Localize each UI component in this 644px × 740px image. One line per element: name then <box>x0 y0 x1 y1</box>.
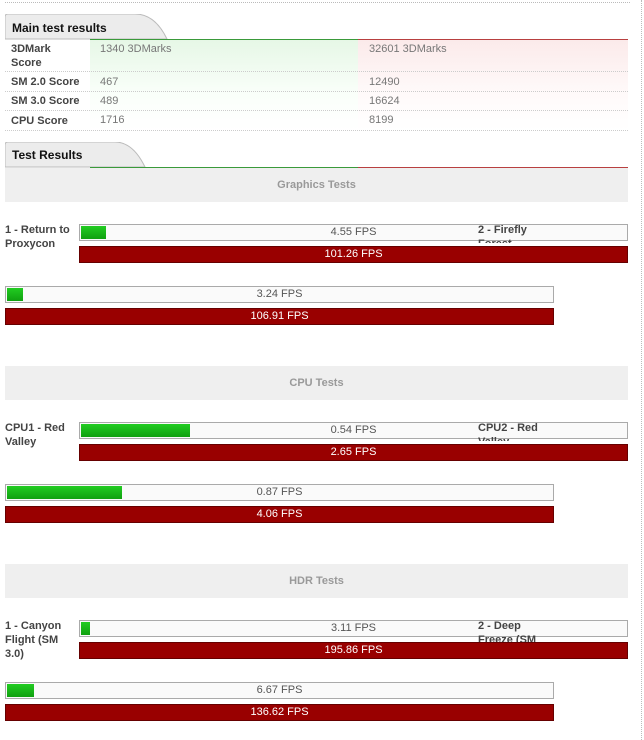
score-bar-b: 4.06 FPS <box>5 506 554 523</box>
row-value-b: 8199 <box>369 114 394 126</box>
bar-value: 6.67 FPS <box>256 684 303 696</box>
tab-shape <box>5 14 628 40</box>
test-label: 1 - Canyon Flight (SM 3.0) <box>5 620 62 660</box>
table-row: SM 2.0 Score 467 12490 <box>5 72 628 92</box>
tab-shape <box>5 142 628 168</box>
right-divider <box>641 0 642 740</box>
test-results-header: Test Results <box>5 142 628 168</box>
table-row: SM 3.0 Score 489 16624 <box>5 92 628 111</box>
row-value-a: 1340 3DMarks <box>100 43 172 55</box>
score-bar-a: 3.11 FPS <box>79 620 628 637</box>
bar-value: 0.54 FPS <box>330 424 377 436</box>
bar-value: 4.55 FPS <box>330 226 377 238</box>
score-bar-b: 136.62 FPS <box>5 704 554 721</box>
bar-fill <box>81 622 90 635</box>
row-label: CPU Score <box>11 115 68 127</box>
bar-fill <box>81 424 191 437</box>
score-bar-a: 0.54 FPS <box>79 422 628 439</box>
bar-fill <box>7 486 122 499</box>
row-value-b: 16624 <box>369 95 400 107</box>
top-divider <box>5 2 630 3</box>
section-graphics-tests: Graphics Tests <box>5 168 628 202</box>
bar-value: 0.87 FPS <box>256 486 303 498</box>
section-hdr-tests: HDR Tests <box>5 564 628 598</box>
row-value-a: 489 <box>100 95 119 107</box>
bar-fill <box>7 288 24 301</box>
bar-value: 3.11 FPS <box>330 622 377 634</box>
score-bar-a: 4.55 FPS <box>79 224 628 241</box>
score-bar-a: 0.87 FPS <box>5 484 554 501</box>
test-results-title: Test Results <box>12 147 83 162</box>
table-row: CPU Score 1716 8199 <box>5 111 628 131</box>
row-value-b: 12490 <box>369 76 400 88</box>
score-bar-b: 101.26 FPS <box>79 246 628 263</box>
row-label: 3DMark Score <box>11 43 51 69</box>
score-bar-a: 3.24 FPS <box>5 286 554 303</box>
bar-fill <box>81 226 106 239</box>
row-value-b: 32601 3DMarks <box>369 43 447 55</box>
test-label: 2 - Firefly Forest <box>478 224 527 243</box>
row-value-a: 1716 <box>100 114 125 126</box>
row-label: SM 3.0 Score <box>11 95 80 107</box>
bar-fill <box>7 684 34 697</box>
row-label: SM 2.0 Score <box>11 76 80 88</box>
test-label: CPU1 - Red Valley <box>5 422 65 448</box>
score-bar-b: 106.91 FPS <box>5 308 554 325</box>
device-a-column-bg <box>90 40 358 131</box>
score-bar-b: 2.65 FPS <box>79 444 628 461</box>
test-label: 1 - Return to Proxycon <box>5 224 70 250</box>
main-results-title: Main test results <box>12 20 107 35</box>
row-value-a: 467 <box>100 76 119 88</box>
test-label: CPU2 - Red Valley <box>478 422 538 441</box>
score-bar-b: 195.86 FPS <box>79 642 628 659</box>
table-row: 3DMark Score 1340 3DMarks 32601 3DMarks <box>5 40 628 72</box>
section-cpu-tests: CPU Tests <box>5 366 628 400</box>
main-results-header: Main test results <box>5 14 628 40</box>
device-b-column-bg <box>358 40 628 131</box>
score-bar-a: 6.67 FPS <box>5 682 554 699</box>
bar-value: 3.24 FPS <box>256 288 303 300</box>
